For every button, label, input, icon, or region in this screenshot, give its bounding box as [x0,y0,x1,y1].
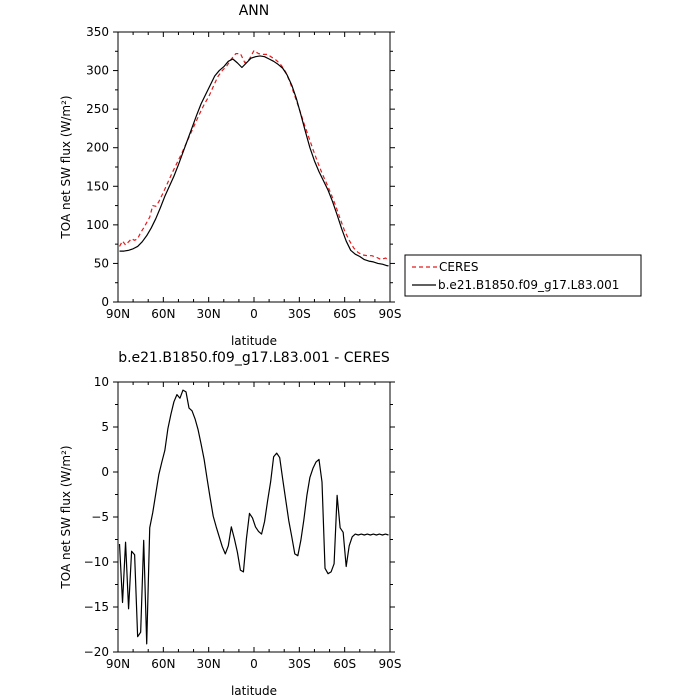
x-tick-label: 60N [151,307,175,321]
x-tick-label: 90N [106,657,130,671]
y-tick-label: 150 [86,179,109,193]
chart-bottom-title: b.e21.B1850.f09_g17.L83.001 - CERES [118,350,390,366]
y-tick-label: −10 [84,555,109,569]
x-tick-label: 60S [333,657,356,671]
legend-label-model: b.e21.B1850.f09_g17.L83.001 [438,278,619,292]
chart-top-frame [117,31,391,303]
x-tick-label: 90S [379,307,402,321]
x-tick-label: 0 [250,657,258,671]
x-tick-label: 0 [250,307,258,321]
y-tick-label: −5 [91,510,109,524]
chart-top-series [118,49,389,267]
x-tick-label: 30S [288,657,311,671]
chart-bottom-ticks: 90N 60N 30N 0 30S 60S 90S −20 −15 −10 −5 0 5 10 [84,375,402,671]
chart-bottom-frame [117,381,391,653]
chart-top-ticks: 90N 60N 30N 0 30S 60S 90S 0 50 100 150 200 250 300 350 [86,25,401,321]
y-tick-label: 250 [86,102,109,116]
chart-top-legend: CERES b.e21.B1850.f09_g17.L83.001 [404,254,642,297]
y-tick-label: 10 [94,375,109,389]
x-tick-label: 30N [197,307,221,321]
chart-top-title: ANN [239,3,270,19]
y-tick-label: 0 [101,465,109,479]
x-tick-label: 30N [197,657,221,671]
x-tick-label: 60N [151,657,175,671]
series-line-0 [118,389,389,645]
y-tick-label: 5 [101,420,109,434]
x-tick-label: 30S [288,307,311,321]
y-tick-label: 0 [101,295,109,309]
series-line-0 [118,49,389,261]
chart-top-xlabel: latitude [231,334,277,348]
chart-bottom-ylabel: TOA net SW flux (W/m²) [59,445,73,589]
y-tick-label: 100 [86,218,109,232]
x-tick-label: 90S [379,657,402,671]
chart-top-ylabel: TOA net SW flux (W/m²) [59,95,73,239]
chart-bottom-xlabel: latitude [231,684,277,698]
series-line-1 [119,55,389,267]
y-tick-label: 350 [86,25,109,39]
x-tick-label: 60S [333,307,356,321]
y-tick-label: −20 [84,645,109,659]
x-tick-label: 90N [106,307,130,321]
y-tick-label: 200 [86,141,109,155]
y-tick-label: 300 [86,64,109,78]
y-tick-label: 50 [94,256,109,270]
legend-box [404,254,642,297]
chart-top: ANN 90N 60N 30N 0 30S 60S 90S 0 50 100 150 200 250 30… [59,3,642,348]
y-tick-label: −15 [84,600,109,614]
chart-bottom-series [118,389,389,645]
legend-label-ceres: CERES [439,260,479,274]
chart-bottom: b.e21.B1850.f09_g17.L83.001 - CERES 90N 6… [59,350,401,698]
